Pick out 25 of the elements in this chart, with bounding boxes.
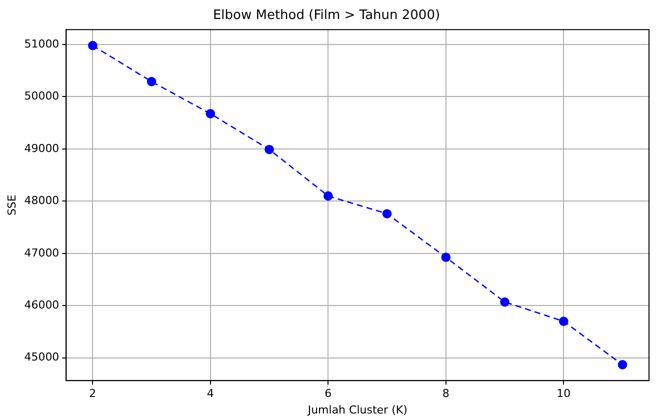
point xyxy=(88,40,98,50)
x-tick-label: 2 xyxy=(89,387,96,400)
x-tick-label: 8 xyxy=(442,387,450,400)
point xyxy=(618,360,628,370)
chart-title: Elbow Method (Film > Tahun 2000) xyxy=(212,8,440,24)
x-axis-title: Jumlah Cluster (K) xyxy=(306,403,408,416)
y-tick-label: 51000 xyxy=(24,37,60,50)
point xyxy=(264,144,274,154)
x-tick-label: 4 xyxy=(206,387,214,400)
point xyxy=(206,109,216,118)
y-tick-label: 48000 xyxy=(24,194,60,208)
y-tick-label: 50000 xyxy=(24,90,60,103)
point xyxy=(558,316,568,326)
y-tick-label: 45000 xyxy=(24,350,60,364)
point xyxy=(500,297,510,307)
y-tick-label: 47000 xyxy=(24,246,60,260)
y-tick-label: 49000 xyxy=(24,142,60,155)
y-axis-title: SSE xyxy=(5,194,18,216)
x-tick-label: 10 xyxy=(556,387,571,400)
point xyxy=(441,252,451,262)
x-tick-label: 6 xyxy=(324,387,332,400)
point xyxy=(324,191,333,201)
y-tick-label: 46000 xyxy=(24,298,60,312)
point xyxy=(382,209,392,218)
point xyxy=(146,76,156,86)
